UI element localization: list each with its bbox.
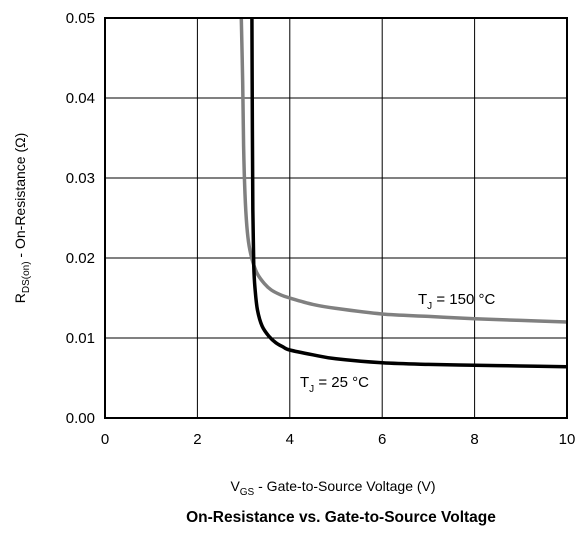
series-label-tj-25-main: T [300, 374, 309, 391]
x-tick-label-0: 0 [101, 431, 109, 448]
y-tick-labels: 0.00 0.01 0.02 0.03 0.04 0.05 [66, 10, 95, 427]
x-axis-label-main: V [230, 478, 240, 494]
y-tick-label-0.03: 0.03 [66, 170, 95, 187]
x-axis-label: VGS - Gate-to-Source Voltage (V) [230, 478, 435, 498]
series-label-tj-150: TJ = 150 °C [418, 291, 495, 312]
y-axis-label: RDS(on) - On-Resistance (Ω) [12, 133, 32, 304]
grid [105, 18, 567, 418]
x-axis-label-sub: GS [240, 487, 255, 498]
y-tick-label-0.02: 0.02 [66, 250, 95, 267]
y-tick-label-0.01: 0.01 [66, 330, 95, 347]
series-label-tj-25-rest: = 25 °C [314, 374, 369, 391]
series-label-tj-150-sub: J [427, 301, 432, 312]
series-line-0 [239, 17, 568, 324]
series-line-1 [250, 17, 568, 369]
x-tick-label-2: 2 [193, 431, 201, 448]
y-tick-label-0.04: 0.04 [66, 90, 95, 107]
x-tick-label-4: 4 [286, 431, 294, 448]
y-axis-label-sub: DS(on) [21, 261, 32, 293]
plot-frame [104, 17, 568, 419]
x-tick-label-6: 6 [378, 431, 386, 448]
y-axis-label-rest: - On-Resistance (Ω) [12, 133, 28, 262]
y-tick-label-0.00: 0.00 [66, 410, 95, 427]
curves [239, 17, 568, 369]
x-tick-labels: 0 2 4 6 8 10 [101, 431, 576, 448]
series-label-tj-25: TJ = 25 °C [300, 374, 369, 395]
series-label-tj-150-rest: = 150 °C [432, 291, 495, 308]
series-label-tj-150-main: T [418, 291, 427, 308]
series-label-tj-25-sub: J [309, 384, 314, 395]
y-tick-label-0.05: 0.05 [66, 10, 95, 27]
y-axis-label-main: R [12, 293, 28, 303]
x-axis-label-rest: - Gate-to-Source Voltage (V) [254, 478, 435, 494]
x-tick-label-8: 8 [470, 431, 478, 448]
chart-title: On-Resistance vs. Gate-to-Source Voltage [186, 509, 496, 526]
x-tick-label-10: 10 [559, 431, 576, 448]
